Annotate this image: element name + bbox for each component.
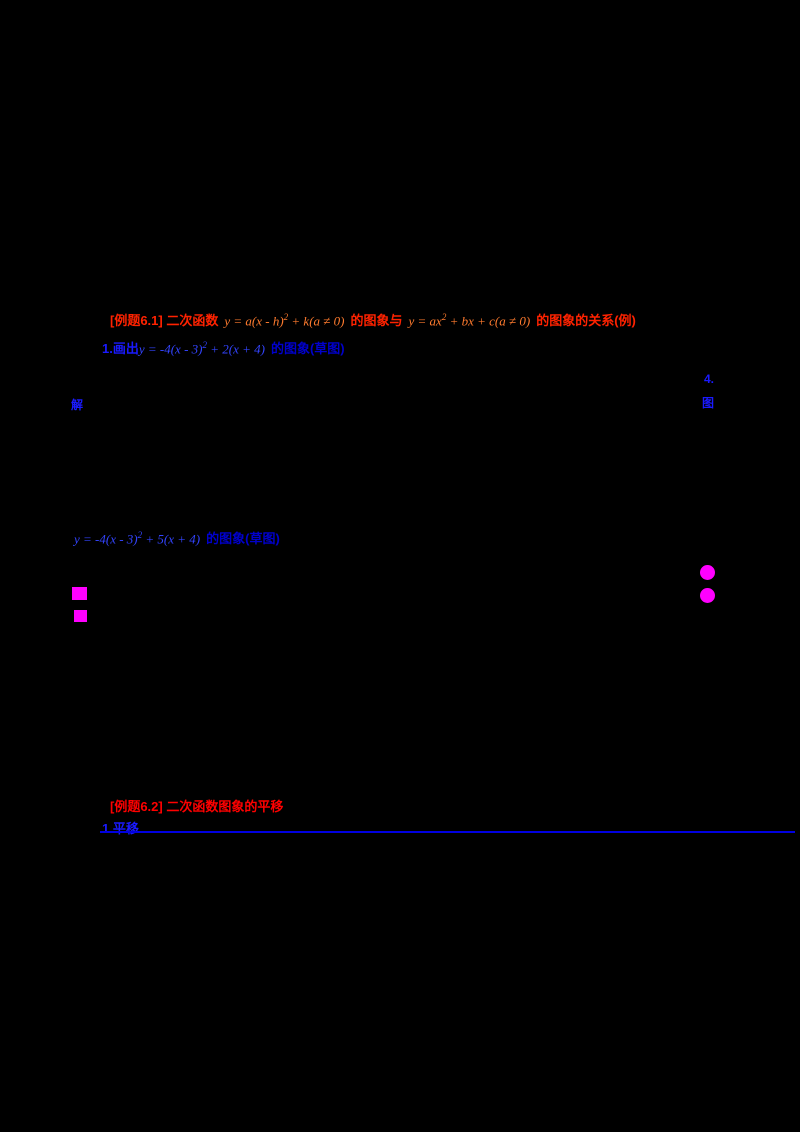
item1-formula-base: y = -4(x - 3) <box>138 341 203 356</box>
example1-item1-row: 1.画出 y = -4(x - 3)2 + 2(x + 4) 的图象(草图) <box>102 338 345 357</box>
item1-label: 1.画出 <box>102 341 139 356</box>
item1-formula-exponent: 2 <box>202 339 207 350</box>
example2-heading-row: [例题6.2] 二次函数图象的平移 <box>110 796 283 815</box>
example2-item1-row: 1.平移 <box>102 818 139 837</box>
example1-mid-text: 的图象与 <box>350 313 403 328</box>
example1-title: [例题6.1] 二次函数 <box>110 313 219 328</box>
magenta-dot-marker <box>700 588 715 603</box>
item1-formula-rest: + 2(x + 4) <box>206 341 265 356</box>
left-margin-note: 解 <box>71 398 84 412</box>
item1-caption: 的图象(草图) <box>270 341 345 356</box>
item2-formula-exponent: 2 <box>137 529 143 540</box>
formula2-base: y = ax <box>408 313 442 328</box>
formula1-exponent: 2 <box>283 311 289 322</box>
magenta-square-marker <box>74 610 87 622</box>
formula2-rest: + bx + c(a ≠ 0) <box>446 313 531 328</box>
item2-formula: y = -4(x - 3)2 + 5(x + 4) <box>74 530 200 547</box>
right-margin-label: 图 <box>702 396 715 410</box>
formula1-rest: + k(a ≠ 0) <box>288 313 345 328</box>
example1-item2-row: y = -4(x - 3)2 + 5(x + 4) 的图象(草图) <box>74 528 280 547</box>
example2-title: [例题6.2] 二次函数图象的平移 <box>110 799 284 814</box>
item2-formula-rest: + 5(x + 4) <box>142 531 201 546</box>
magenta-dot-marker <box>700 565 715 580</box>
formula1-base: y = a(x - h) <box>224 313 284 328</box>
right-margin-number: 4. <box>704 372 715 386</box>
example1-heading-row: [例题6.1] 二次函数 y = a(x - h)2 + k(a ≠ 0) 的图… <box>110 310 636 329</box>
item2-caption: 的图象(草图) <box>206 531 280 546</box>
example2-item1-label: 1.平移 <box>102 821 139 836</box>
magenta-square-marker <box>72 587 87 600</box>
example1-tail-text: 的图象的关系(例) <box>536 313 636 328</box>
example1-formula1: y = a(x - h)2 + k(a ≠ 0) <box>224 312 344 329</box>
item1-formula: y = -4(x - 3)2 + 2(x + 4) <box>139 340 265 357</box>
example1-formula2: y = ax2 + bx + c(a ≠ 0) <box>409 312 531 329</box>
blue-divider-line <box>100 831 795 833</box>
item2-formula-base: y = -4(x - 3) <box>74 531 138 546</box>
formula2-exponent: 2 <box>441 311 447 322</box>
